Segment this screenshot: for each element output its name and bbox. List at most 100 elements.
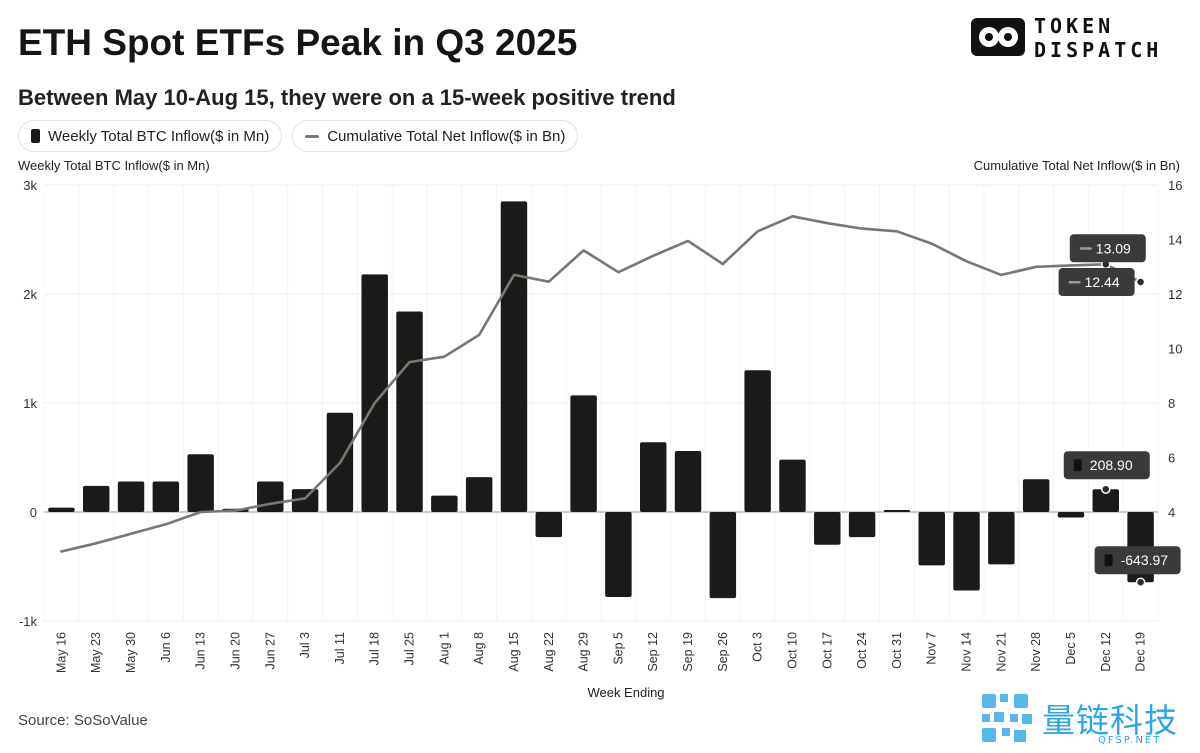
callout-box: [1094, 546, 1181, 575]
x-tick-label: Jul 11: [333, 632, 347, 664]
x-tick-label: Aug 29: [577, 632, 591, 672]
callout-line-swatch: [1068, 281, 1081, 284]
bar-dec-12: [1092, 489, 1120, 512]
bar-aug-29: [570, 395, 597, 512]
bar-aug-1: [431, 495, 458, 512]
bar-aug-15: [500, 201, 528, 512]
x-tick-label: Nov 7: [925, 632, 939, 665]
callout-label: 13.09: [1096, 240, 1131, 256]
x-tick-label: Nov 21: [994, 632, 1008, 672]
bar-jun-13: [187, 454, 214, 512]
bar-sep-5: [605, 512, 632, 598]
token-dispatch-logo: TOKEN DISPATCH: [970, 14, 1190, 64]
bar-swatch-icon: [31, 129, 40, 143]
right-tick-label: 12: [1168, 287, 1182, 302]
left-tick-label: 0: [30, 505, 37, 520]
x-tick-label: May 23: [89, 632, 103, 673]
x-tick-label: Nov 28: [1029, 632, 1043, 672]
x-tick-label: Sep 19: [681, 632, 695, 672]
logo-line-2: DISPATCH: [1034, 38, 1163, 62]
bar-may-23: [82, 485, 110, 512]
bar-sep-19: [674, 450, 702, 512]
x-tick-label: Aug 8: [472, 632, 486, 665]
bar-nov-28: [1022, 479, 1050, 512]
bar-sep-12: [639, 442, 667, 512]
x-tick-label: Sep 26: [716, 632, 730, 672]
bar-oct-17: [814, 512, 841, 545]
bar-oct-31: [883, 510, 911, 512]
x-tick-label: Dec 19: [1134, 632, 1148, 672]
x-tick-label: Nov 14: [960, 632, 974, 672]
qr-watermark-icon: [982, 694, 1032, 742]
bar-nov-14: [953, 512, 980, 591]
x-tick-label: Oct 3: [751, 632, 765, 662]
left-tick-label: 2k: [23, 287, 37, 302]
bar-may-30: [117, 481, 145, 512]
legend-label-weekly-inflow: Weekly Total BTC Inflow($ in Mn): [48, 127, 270, 145]
x-tick-label: Dec 12: [1099, 632, 1113, 672]
callout-bar-swatch: [1073, 459, 1082, 472]
callout-box: [1069, 234, 1146, 263]
x-tick-label: Jun 20: [228, 632, 242, 670]
right-axis-title: Cumulative Total Net Inflow($ in Bn): [973, 158, 1180, 173]
watermark-text: 量链科技: [1042, 701, 1178, 740]
logo-wordmark: TOKEN DISPATCH: [1034, 14, 1162, 62]
logo-line-1: TOKEN: [1034, 14, 1115, 38]
bar-jun-27: [257, 481, 284, 512]
chart-title: ETH Spot ETFs Peak in Q3 2025: [18, 22, 578, 63]
bar-jul-3: [291, 489, 319, 512]
source-note: Source: SoSoValue: [18, 712, 148, 729]
x-tick-label: Aug 1: [437, 632, 451, 665]
x-tick-label: Aug 22: [542, 632, 556, 672]
right-tick-label: 10: [1168, 342, 1182, 357]
bar-sep-26: [709, 512, 737, 599]
legend-item-weekly-inflow[interactable]: Weekly Total BTC Inflow($ in Mn): [18, 120, 283, 152]
bar-jul-18: [361, 274, 388, 512]
legend-label-cumulative-inflow: Cumulative Total Net Inflow($ in Bn): [327, 127, 566, 145]
bar-oct-24: [848, 512, 876, 538]
bar-oct-10: [779, 459, 806, 512]
x-tick-label: May 16: [54, 632, 68, 673]
bar-may-16: [48, 507, 75, 512]
callout-label: 12.44: [1085, 274, 1120, 290]
bar-oct-3: [744, 370, 771, 512]
x-tick-label: Dec 5: [1064, 632, 1078, 665]
x-tick-label: Aug 15: [507, 632, 521, 672]
callout-box: [1063, 451, 1150, 480]
bar-nov-21: [988, 512, 1015, 565]
x-tick-label: Jul 25: [403, 632, 417, 665]
bar-jun-6: [152, 481, 180, 512]
x-axis-title: Week Ending: [587, 685, 664, 700]
x-tick-label: May 30: [124, 632, 138, 673]
right-tick-label: 14: [1168, 233, 1182, 248]
right-tick-label: 6: [1168, 451, 1175, 466]
watermark-url: QFSP.NET: [1098, 735, 1162, 746]
x-tick-label: Jul 3: [298, 632, 312, 658]
right-tick-label: 4: [1168, 505, 1175, 520]
right-tick-label: 8: [1168, 396, 1175, 411]
chart-subtitle: Between May 10-Aug 15, they were on a 15…: [18, 85, 676, 110]
callout-label: 208.90: [1090, 457, 1133, 473]
bar-aug-8: [465, 477, 493, 512]
callout-marker: [1135, 277, 1146, 287]
left-axis-title: Weekly Total BTC Inflow($ in Mn): [18, 158, 210, 173]
legend-item-cumulative-inflow[interactable]: Cumulative Total Net Inflow($ in Bn): [292, 120, 579, 152]
left-tick-label: 3k: [23, 178, 37, 193]
chart-legend: Weekly Total BTC Inflow($ in Mn) Cumulat…: [18, 120, 579, 152]
x-tick-label: Oct 17: [820, 632, 834, 669]
x-tick-label: Jul 18: [368, 632, 382, 665]
x-tick-label: Jun 6: [159, 632, 173, 663]
x-tick-label: Oct 24: [855, 632, 869, 669]
bar-jul-25: [396, 311, 423, 512]
bar-aug-22: [535, 512, 563, 538]
watermark: 量链科技 QFSP.NET: [980, 690, 1195, 748]
callout-marker: [1135, 577, 1146, 587]
x-tick-label: Oct 31: [890, 632, 904, 669]
line-swatch-icon: [305, 134, 320, 138]
callout-marker: [1101, 484, 1111, 494]
bar-dec-5: [1057, 512, 1085, 518]
x-tick-label: Jun 13: [194, 632, 208, 670]
left-tick-label: -1k: [19, 614, 38, 629]
x-tick-label: Sep 5: [611, 632, 625, 665]
